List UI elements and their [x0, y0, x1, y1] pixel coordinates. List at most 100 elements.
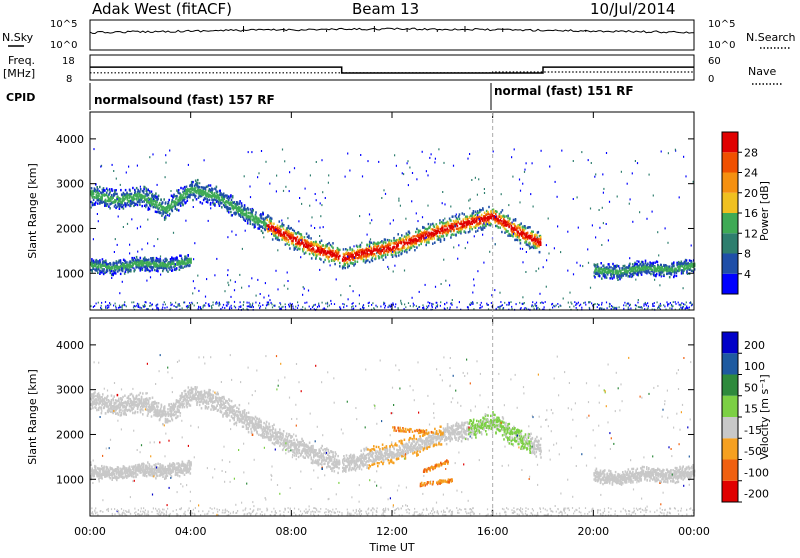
range-cell [674, 274, 676, 276]
range-cell [336, 278, 337, 280]
range-cell [197, 182, 199, 184]
range-cell [138, 306, 139, 308]
nave-label: Nave [748, 65, 776, 78]
range-cell [483, 223, 484, 225]
range-cell [683, 156, 684, 158]
range-cell [167, 306, 168, 308]
range-cell [360, 244, 362, 246]
range-cell [635, 272, 637, 274]
range-cell [93, 260, 95, 262]
range-cell [625, 305, 626, 307]
range-cell [156, 201, 158, 203]
range-cell [151, 269, 153, 271]
range-cell [557, 303, 558, 305]
range-cell [691, 261, 693, 263]
range-cell [453, 229, 455, 231]
range-cell [430, 223, 432, 225]
range-cell [405, 306, 406, 308]
range-cell [302, 242, 304, 244]
range-cell [315, 250, 317, 252]
range-cell [428, 305, 429, 307]
range-cell [197, 275, 198, 277]
range-cell [415, 231, 417, 233]
range-cell [355, 305, 356, 307]
range-cell [128, 264, 130, 266]
range-cell [596, 268, 598, 270]
range-cell [529, 248, 530, 250]
range-cell [102, 189, 103, 191]
range-cell [122, 281, 123, 283]
range-cell [439, 219, 441, 221]
range-cell [247, 306, 248, 308]
range-cell [168, 199, 170, 201]
range-cell [557, 196, 558, 198]
range-cell [384, 307, 385, 309]
range-cell [450, 236, 452, 238]
range-cell [484, 192, 485, 194]
range-cell [522, 226, 524, 228]
range-cell [282, 306, 283, 308]
range-cell [354, 257, 355, 259]
range-cell [352, 305, 353, 307]
range-cell [600, 307, 601, 309]
range-cell [182, 267, 184, 269]
range-cell [452, 223, 454, 225]
range-cell [179, 200, 181, 202]
range-cell [250, 216, 252, 218]
range-cell [201, 194, 203, 196]
range-cell [652, 211, 653, 213]
range-cell [187, 192, 189, 194]
range-cell [549, 166, 550, 168]
range-cell [279, 308, 280, 310]
range-cell [174, 265, 176, 267]
range-cell [573, 160, 574, 162]
range-cell [249, 216, 251, 218]
range-cell [99, 190, 100, 192]
range-cell [121, 267, 122, 269]
range-cell [383, 304, 384, 306]
range-cell [105, 301, 106, 303]
range-cell [290, 227, 292, 229]
range-cell [297, 307, 298, 309]
range-cell [264, 220, 266, 222]
range-cell [421, 237, 423, 239]
range-cell [507, 215, 509, 217]
range-cell [222, 307, 223, 309]
range-cell [271, 304, 272, 306]
range-cell [347, 249, 349, 251]
range-cell [294, 230, 296, 232]
range-cell [623, 308, 624, 310]
range-cell [331, 260, 333, 262]
range-cell [459, 213, 461, 215]
range-cell [115, 204, 117, 206]
range-cell [533, 247, 535, 249]
range-cell [119, 269, 121, 271]
range-cell [663, 274, 665, 276]
range-cell [268, 224, 270, 226]
range-cell [375, 305, 376, 307]
range-cell [117, 244, 118, 246]
range-cell [675, 149, 676, 151]
range-cell [438, 239, 440, 241]
range-cell [133, 257, 135, 259]
range-cell [267, 302, 268, 304]
range-cell [150, 302, 151, 304]
range-cell [552, 307, 553, 309]
range-cell [162, 201, 164, 203]
range-cell [669, 307, 670, 309]
range-cell [101, 305, 102, 307]
range-cell [411, 247, 413, 249]
range-cell [349, 285, 350, 287]
range-cell [418, 306, 419, 308]
range-cell [241, 202, 243, 204]
range-cell [228, 211, 230, 213]
range-cell [264, 229, 266, 231]
range-cell [170, 190, 171, 192]
range-cell [136, 305, 137, 307]
range-cell [93, 193, 95, 195]
range-cell [659, 307, 660, 309]
range-cell [519, 201, 520, 203]
range-cell [298, 231, 299, 233]
range-cell [541, 302, 542, 304]
